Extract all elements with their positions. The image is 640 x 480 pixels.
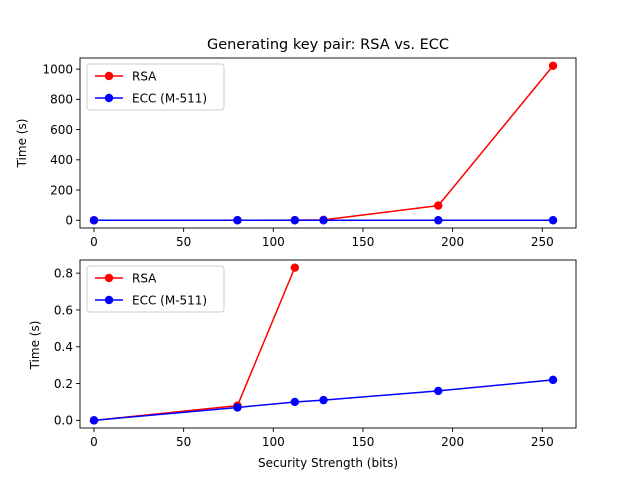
panel-top-series-0-point-5 — [548, 61, 558, 70]
panel-bottom-ylabel: Time (s) — [28, 321, 42, 371]
panel-top-ytick-label-1: 200 — [50, 183, 73, 197]
panel-bottom-ytick-label-4: 0.8 — [54, 266, 73, 280]
panel-top-series-1-point-5 — [548, 216, 558, 225]
panel-top-ytick-label-3: 600 — [50, 123, 73, 137]
panel-top-series-1-point-3 — [319, 216, 328, 225]
chart-title: Generating key pair: RSA vs. ECC — [207, 37, 449, 53]
panel-top-axes-frame — [79, 57, 577, 229]
panel-top-series-1-point-2 — [290, 216, 300, 225]
panel-top-legend-marker-0 — [104, 71, 114, 81]
panel-bottom-series-0-point-2 — [290, 263, 300, 272]
panel-bottom-ytick-label-0: 0.0 — [54, 414, 73, 428]
panel-bottom-xtick-label-0: 0 — [90, 435, 98, 449]
panel-top-ytick-label-2: 400 — [50, 153, 73, 167]
panel-bottom-legend-label-0: RSA — [132, 271, 157, 285]
panel-bottom-xtick-label-2: 100 — [262, 435, 285, 449]
panel-top-legend-label-1: ECC (M-511) — [132, 91, 207, 105]
panel-top-xtick-label-0: 0 — [90, 235, 98, 249]
panel-bottom-xlabel: Security Strength (bits) — [258, 456, 398, 470]
panel-bottom-series-1-point-3 — [319, 395, 328, 405]
panel-top-series-1-point-1 — [233, 216, 242, 225]
panel-top-ytick-label-4: 800 — [50, 93, 73, 107]
panel-bottom-legend-marker-1 — [104, 295, 114, 305]
panel-bottom-series-1-point-2 — [290, 397, 300, 407]
panel-bottom-ytick-label-3: 0.6 — [54, 303, 73, 317]
panel-top-series-0-point-4 — [434, 201, 443, 210]
panel-top-series-1-point-0 — [89, 216, 99, 225]
panel-top-ytick-label-0: 0 — [65, 214, 73, 228]
panel-bottom-ytick-label-2: 0.4 — [54, 340, 73, 354]
panel-top-ytick-label-5: 1000 — [42, 62, 73, 76]
panel-top-series-1-point-4 — [434, 216, 443, 225]
panel-bottom-series-1-line — [93, 379, 554, 422]
panel-bottom-xtick-label-3: 150 — [352, 435, 375, 449]
panel-bottom-xtick-label-4: 200 — [441, 435, 464, 449]
panel-top-xtick-label-4: 200 — [441, 235, 464, 249]
panel-top-xtick-label-2: 100 — [262, 235, 285, 249]
panel-bottom: Time (s) Security Strength (bits) 0 50 100… — [28, 259, 577, 470]
panel-bottom-series-1-point-4 — [434, 386, 443, 396]
panel-bottom-axes-frame — [79, 259, 577, 429]
panel-bottom-series-1-point-5 — [548, 375, 558, 385]
panel-top-xtick-label-1: 50 — [176, 235, 191, 249]
panel-top-legend-label-0: RSA — [132, 69, 157, 83]
panel-top-ylabel: Time (s) — [15, 119, 29, 169]
panel-bottom-series-1-point-1 — [233, 403, 242, 412]
panel-bottom-legend-label-1: ECC (M-511) — [132, 293, 207, 307]
panel-top-xtick-label-5: 250 — [531, 235, 554, 249]
panel-bottom-series-1-point-0 — [89, 416, 99, 425]
panel-bottom-xtick-label-1: 50 — [176, 435, 191, 449]
panel-top-legend-marker-1 — [104, 93, 114, 103]
panel-bottom-ytick-label-1: 0.2 — [54, 377, 73, 391]
panel-bottom-legend-marker-0 — [104, 273, 114, 283]
panel-top-xtick-label-3: 150 — [352, 235, 375, 249]
panel-bottom-xtick-label-5: 250 — [531, 435, 554, 449]
panel-top: Time (s) 0 50 100 150 200 250 0 200 400 600 800 100… — [15, 57, 577, 249]
